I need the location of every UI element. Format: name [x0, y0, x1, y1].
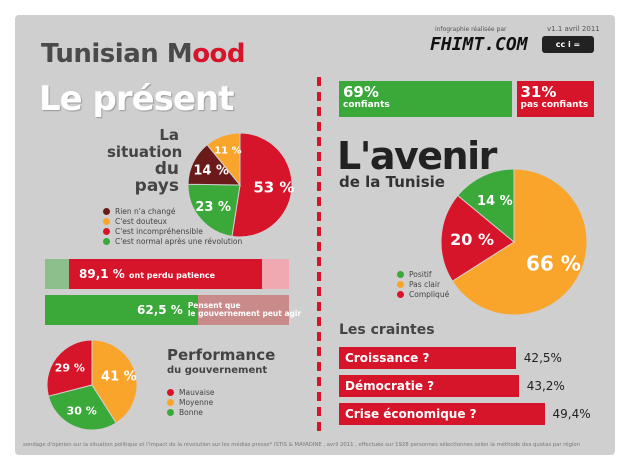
- performance-pie-chart: 41 % 30 % 29 %: [46, 339, 138, 431]
- craintes-bar: Crise économique ?: [339, 403, 545, 425]
- version-text: v1.1 avril 2011: [547, 25, 600, 33]
- legend-item: Pas clair: [397, 280, 449, 290]
- future-subheading: de la Tunisie: [339, 173, 445, 191]
- legend-dot-icon: [103, 238, 110, 245]
- legend-label: Positif: [409, 270, 432, 279]
- pie-label-0: 66 %: [526, 252, 581, 276]
- situation-pie-chart: 53 % 23 % 14 % 11 %: [187, 132, 294, 238]
- future-pie-chart: 66 % 20 % 14 %: [440, 168, 588, 316]
- pie-slice-2: [46, 339, 93, 397]
- performance-legend: Mauvaise Moyenne Bonne: [167, 388, 214, 418]
- legend-dot-icon: [397, 271, 404, 278]
- brand-logo: FHIMT.COM: [430, 34, 528, 55]
- confiants-bar: 69% confiants: [339, 81, 512, 117]
- legend-item: Mauvaise: [167, 388, 214, 398]
- future-legend: Positif Pas clair Compliqué: [397, 270, 449, 300]
- legend-dot-icon: [167, 389, 174, 396]
- craintes-bar: Croissance ?: [339, 347, 516, 369]
- legend-dot-icon: [103, 228, 110, 235]
- pie-slice-0: [231, 132, 293, 238]
- pas-confiants-bar: 31% pas confiants: [516, 81, 594, 117]
- patience-bar-remainder: [45, 259, 69, 289]
- patience-label: 89,1 % ont perdu patience: [79, 267, 216, 281]
- craintes-value: 43,2%: [526, 379, 565, 393]
- pie-label-0: 41 %: [101, 370, 137, 385]
- future-heading: L'avenir: [337, 134, 497, 178]
- legend-item: Rien n'a changé: [103, 207, 242, 217]
- situation-title: La situation du pays: [107, 126, 183, 196]
- present-heading: Le présent: [39, 79, 234, 119]
- legend-item: Bonne: [167, 408, 214, 418]
- footer-note: sondage d'opinion sur la situation polit…: [23, 442, 581, 448]
- pie-label-1: 20 %: [450, 230, 494, 249]
- government-bar-fill: [45, 295, 198, 325]
- pie-slice-1: [47, 384, 117, 431]
- craintes-title: Les craintes: [339, 322, 435, 338]
- cc-license-icon: cc i =: [542, 36, 594, 53]
- pie-label-2: 14 %: [193, 164, 229, 179]
- government-label: 62,5 % Pensent que le gouvernement peut a…: [137, 301, 302, 318]
- legend-dot-icon: [103, 218, 110, 225]
- patience-bar-fill: [45, 259, 263, 289]
- pie-label-2: 14 %: [477, 194, 513, 209]
- legend-label: Compliqué: [409, 290, 450, 299]
- legend-label: C'est incompréhensible: [115, 227, 203, 236]
- legend-item: C'est douteux: [103, 217, 242, 227]
- pie-slice-0: [451, 168, 588, 316]
- legend-label: Moyenne: [179, 398, 214, 407]
- legend-item: Positif: [397, 270, 449, 280]
- pie-label-2: 29 %: [55, 361, 85, 374]
- legend-dot-icon: [167, 399, 174, 406]
- pie-slice-1: [187, 183, 241, 237]
- pie-slice-2: [457, 168, 515, 244]
- pie-label-3: 11 %: [214, 146, 241, 157]
- craintes-value: 42,5%: [523, 351, 562, 365]
- pie-slice-3: [206, 132, 241, 187]
- legend-item: C'est incompréhensible: [103, 227, 242, 237]
- situation-legend: Rien n'a changé C'est douteux C'est incomp…: [103, 207, 242, 247]
- pie-label-1: 23 %: [195, 200, 231, 215]
- legend-label: Mauvaise: [179, 388, 215, 397]
- page-title: Tunisian Mood: [41, 39, 246, 69]
- performance-title: Performance du gouvernement: [167, 346, 276, 377]
- legend-dot-icon: [167, 409, 174, 416]
- legend-item: Moyenne: [167, 398, 214, 408]
- craintes-value: 49,4%: [552, 407, 591, 421]
- pie-label-0: 53 %: [253, 179, 294, 197]
- pie-label-1: 30 %: [67, 405, 97, 418]
- legend-label: Bonne: [179, 408, 203, 417]
- title-oo-icon: oo: [192, 39, 227, 69]
- legend-dot-icon: [397, 291, 404, 298]
- legend-dot-icon: [397, 281, 404, 288]
- pie-slice-1: [440, 194, 515, 282]
- legend-dot-icon: [103, 208, 110, 215]
- craintes-bar: Démocratie ?: [339, 375, 519, 397]
- legend-label: C'est normal après une révolution: [115, 237, 243, 246]
- legend-item: Compliqué: [397, 290, 449, 300]
- legend-label: C'est douteux: [115, 217, 167, 226]
- infographic-poster: Tunisian Mood infographie réalisée par v…: [15, 15, 615, 455]
- legend-label: Pas clair: [409, 280, 441, 289]
- credit-text: infographie réalisée par: [435, 26, 507, 33]
- legend-item: C'est normal après une révolution: [103, 237, 242, 247]
- dashed-divider: [317, 77, 321, 437]
- legend-label: Rien n'a changé: [115, 207, 176, 216]
